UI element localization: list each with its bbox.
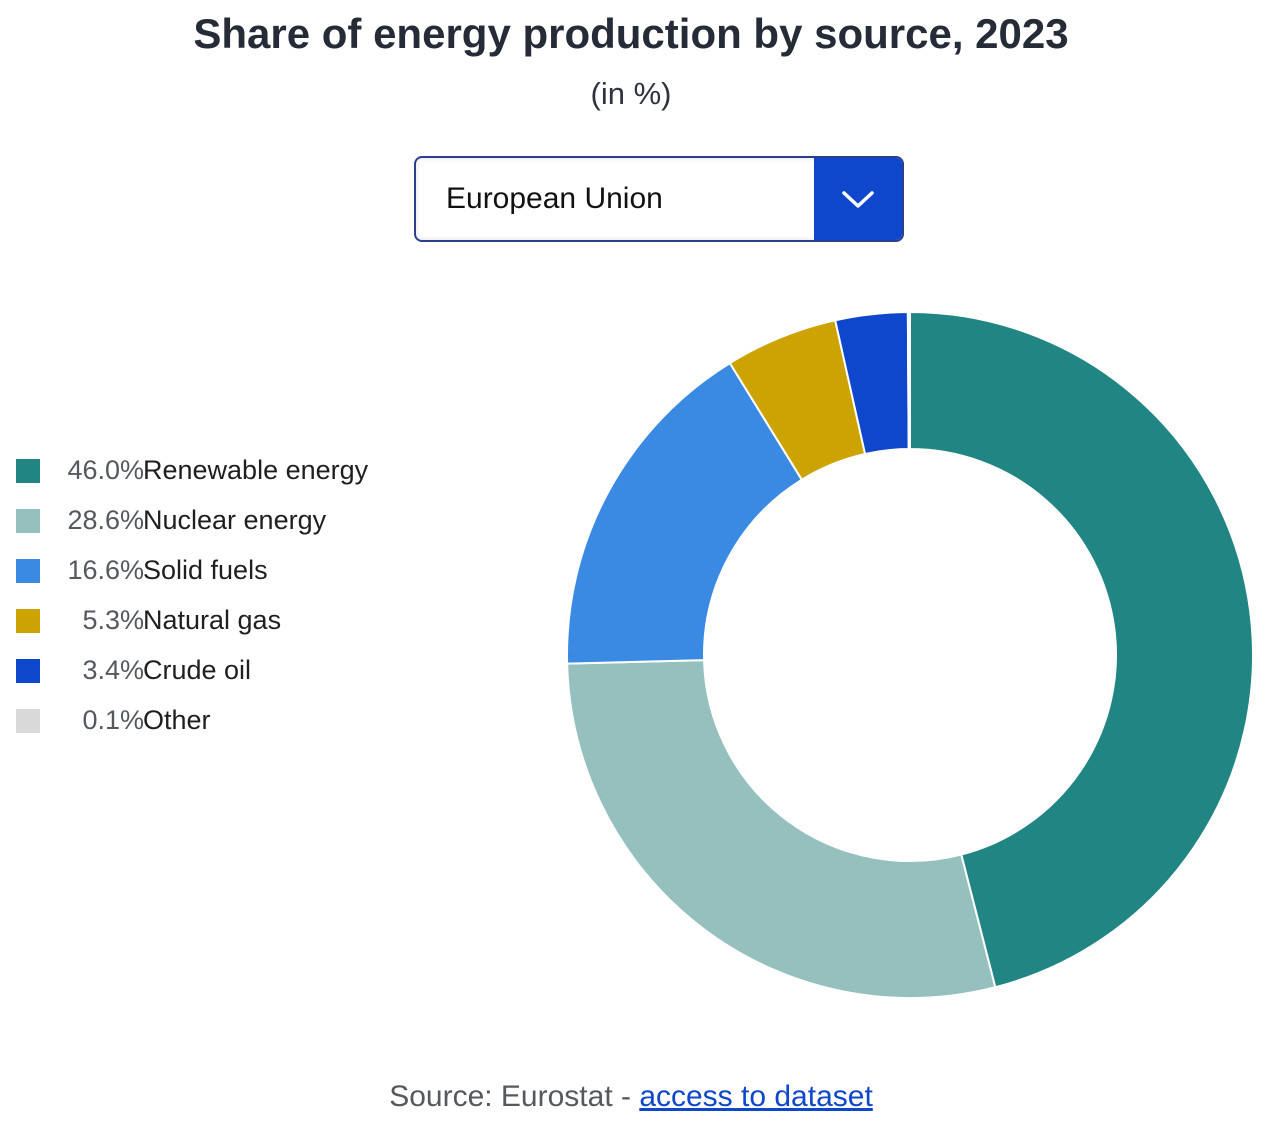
- legend-swatch: [16, 509, 40, 533]
- legend-item[interactable]: 16.6% Solid fuels: [16, 546, 416, 596]
- legend-swatch: [16, 559, 40, 583]
- country-select-value: European Union: [446, 182, 663, 215]
- chart-subtitle: (in %): [590, 76, 672, 111]
- legend-swatch: [16, 659, 40, 683]
- donut-slice[interactable]: [566, 361, 804, 665]
- donut-slice[interactable]: [566, 659, 997, 999]
- legend-label: Solid fuels: [143, 555, 268, 585]
- legend-swatch: [16, 459, 40, 483]
- legend-item[interactable]: 5.3% Natural gas: [16, 596, 416, 646]
- legend-label: Crude oil: [143, 655, 252, 685]
- legend-item[interactable]: 28.6% Nuclear energy: [16, 496, 416, 546]
- chevron-down-icon: [842, 191, 874, 208]
- source-note: Source: Eurostat - access to dataset: [0, 1080, 1262, 1114]
- legend-value: 3.4%: [82, 655, 144, 685]
- legend-label: Other: [143, 705, 211, 735]
- donut-slice[interactable]: [909, 310, 1254, 989]
- legend-label: Renewable energy: [143, 455, 369, 485]
- legend-value: 46.0%: [67, 455, 144, 485]
- dataset-link[interactable]: access to dataset: [639, 1080, 873, 1113]
- donut-slice[interactable]: [906, 310, 911, 451]
- legend-swatch: [16, 709, 40, 733]
- legend-item[interactable]: 46.0% Renewable energy: [16, 446, 416, 496]
- legend-item[interactable]: 3.4% Crude oil: [16, 646, 416, 696]
- legend-value: 28.6%: [67, 505, 144, 535]
- legend-item[interactable]: 0.1% Other: [16, 696, 416, 746]
- legend-value: 0.1%: [82, 705, 144, 735]
- legend-value: 16.6%: [67, 555, 144, 585]
- legend-swatch: [16, 609, 40, 633]
- legend: 46.0% Renewable energy 28.6% Nuclear ene…: [16, 446, 416, 746]
- chart-title: Share of energy production by source, 20…: [193, 10, 1069, 57]
- country-select[interactable]: European Union: [414, 156, 904, 242]
- legend-value: 5.3%: [82, 605, 144, 635]
- source-text: Source: Eurostat -: [389, 1080, 640, 1113]
- legend-label: Natural gas: [143, 605, 282, 635]
- legend-label: Nuclear energy: [143, 505, 327, 535]
- dropdown-button[interactable]: [814, 158, 902, 240]
- donut-chart: [566, 310, 1254, 999]
